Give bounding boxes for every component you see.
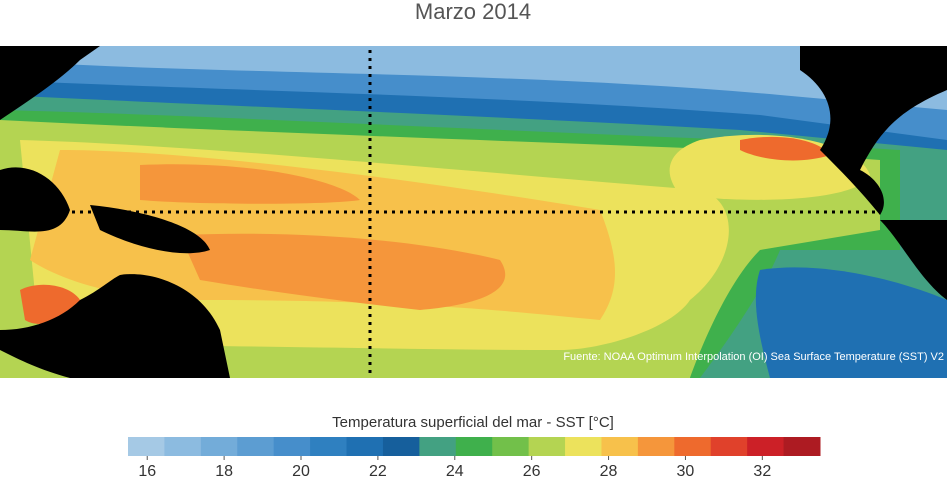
colorbar-label: Temperatura superficial del mar - SST [°…: [332, 414, 614, 431]
colorbar-segment: [637, 437, 675, 456]
colorbar-tick-label: 32: [753, 463, 771, 480]
colorbar-tick-label: 24: [446, 463, 464, 480]
colorbar-segment: [565, 437, 602, 456]
land: [0, 167, 230, 378]
title: Marzo 2014: [415, 0, 531, 24]
colorbar-segment: [783, 437, 821, 456]
colorbar-tick-label: 18: [215, 463, 233, 480]
colorbar-tick-label: 30: [677, 463, 695, 480]
colorbar-tick-label: 26: [523, 463, 541, 480]
sst-map: Fuente: NOAA Optimum Interpolation (OI) …: [0, 46, 947, 378]
colorbar-segment: [528, 437, 566, 456]
colorbar-segment: [382, 437, 420, 456]
colorbar-segment: [601, 437, 639, 456]
colorbar-segment: [310, 437, 348, 456]
colorbar-segment: [346, 437, 384, 456]
colorbar-segment: [419, 437, 457, 456]
colorbar-tick-label: 16: [138, 463, 156, 480]
colorbar-tick-label: 28: [600, 463, 618, 480]
colorbar: 16 18 20 22 24 26 28 30 32: [128, 437, 821, 480]
colorbar-segment: [455, 437, 493, 456]
sst-band: [140, 164, 506, 310]
colorbar-segment: [128, 437, 165, 456]
colorbar-segment: [747, 437, 785, 456]
land: [800, 46, 947, 300]
colorbar-segment: [492, 437, 530, 456]
colorbar-segment: [200, 437, 238, 456]
colorbar-segment: [164, 437, 202, 456]
colorbar-segment: [674, 437, 712, 456]
colorbar-tick-label: 20: [292, 463, 310, 480]
source-note: Fuente: NOAA Optimum Interpolation (OI) …: [563, 351, 944, 363]
colorbar-segment: [710, 437, 748, 456]
sst-band: [755, 267, 947, 378]
colorbar-tick-label: 22: [369, 463, 387, 480]
colorbar-segment: [273, 437, 311, 456]
land: [0, 46, 100, 120]
colorbar-segment: [237, 437, 275, 456]
sst-band: [740, 136, 830, 161]
